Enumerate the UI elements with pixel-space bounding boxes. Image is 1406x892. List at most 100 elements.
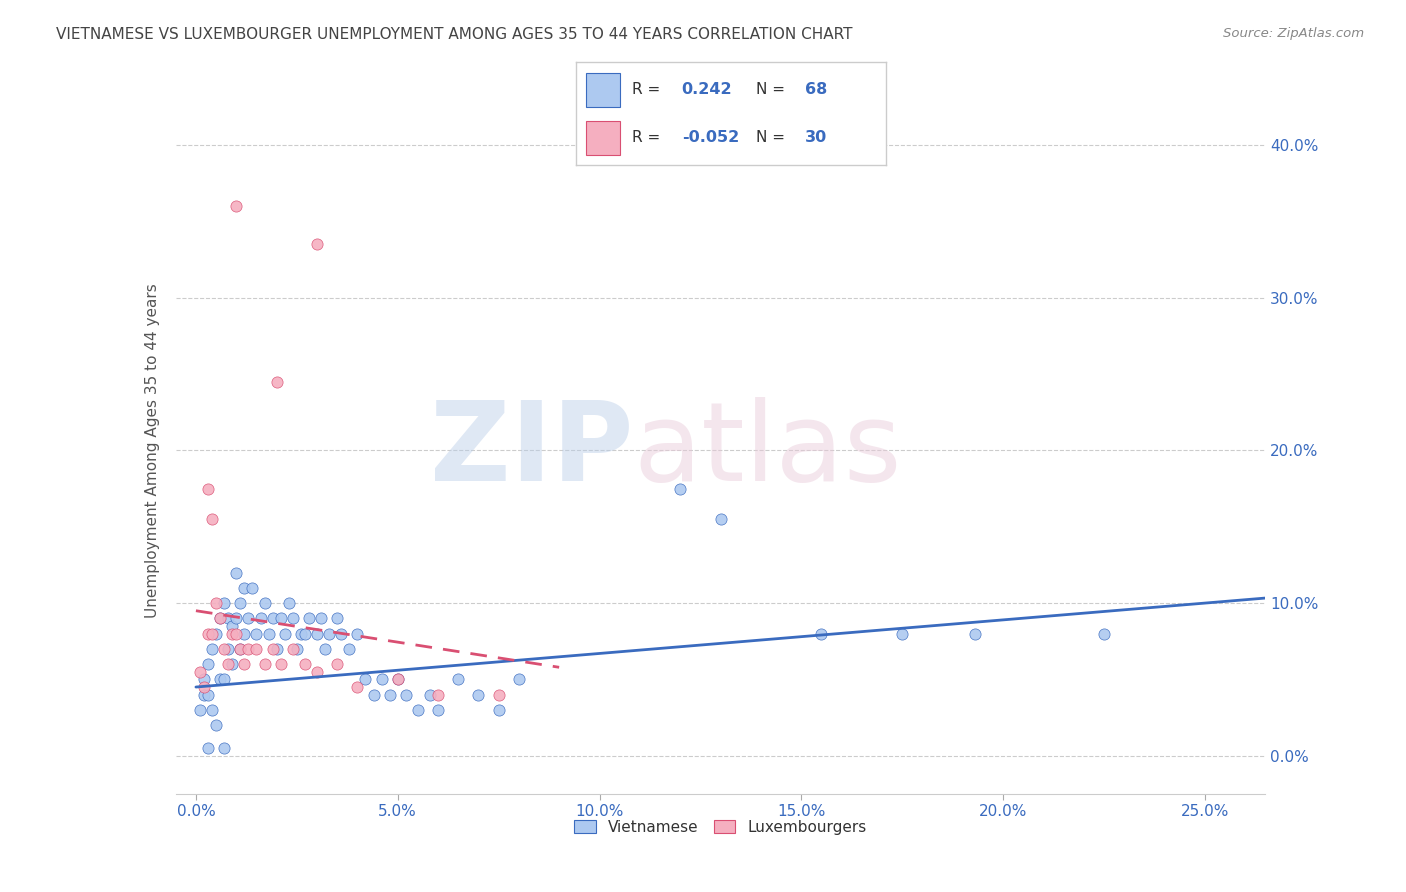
Point [238,641,260,656]
Point [225,626,247,640]
Point [229,641,252,656]
Point [212,673,235,687]
Point [419,688,441,702]
FancyBboxPatch shape [586,73,620,106]
Point [266,641,288,656]
Point [326,657,349,672]
Point [305,665,328,679]
Point [262,641,284,656]
Text: 0.242: 0.242 [682,82,733,97]
Text: atlas: atlas [633,397,901,504]
Point [209,611,232,625]
Point [193,688,215,702]
Point [337,641,360,656]
Point [253,596,276,610]
Point [810,626,832,640]
Point [197,741,219,756]
Point [253,657,276,672]
Legend: Vietnamese, Luxembourgers: Vietnamese, Luxembourgers [568,814,873,841]
Point [257,626,280,640]
Point [488,703,510,717]
Point [309,611,332,625]
Point [205,626,228,640]
Point [225,566,247,580]
Point [387,673,409,687]
Point [274,626,297,640]
Point [229,596,252,610]
Point [201,626,224,640]
Point [197,657,219,672]
Point [370,673,392,687]
Point [238,611,260,625]
Text: -0.052: -0.052 [682,130,740,145]
Point [221,619,243,633]
Point [326,611,349,625]
Point [242,581,264,595]
Point [245,626,267,640]
Text: N =: N = [756,130,790,145]
Text: VIETNAMESE VS LUXEMBOURGER UNEMPLOYMENT AMONG AGES 35 TO 44 YEARS CORRELATION CH: VIETNAMESE VS LUXEMBOURGER UNEMPLOYMENT … [56,27,853,42]
Y-axis label: Unemployment Among Ages 35 to 44 years: Unemployment Among Ages 35 to 44 years [145,283,160,618]
Text: R =: R = [633,82,665,97]
Point [212,596,235,610]
Point [285,641,308,656]
Text: N =: N = [756,82,790,97]
Point [281,641,304,656]
Point [197,482,219,496]
Point [212,641,235,656]
Point [298,611,321,625]
Point [363,688,385,702]
Point [354,673,377,687]
Point [277,596,299,610]
Point [221,626,243,640]
Point [209,611,232,625]
Point [209,673,232,687]
Point [188,665,211,679]
Point [197,688,219,702]
Point [314,641,336,656]
Point [266,375,288,389]
Point [233,657,256,672]
Point [447,673,470,687]
Point [346,680,368,694]
Point [193,680,215,694]
Point [318,626,340,640]
Point [1092,626,1115,640]
Point [217,611,239,625]
Point [217,657,239,672]
Point [201,641,224,656]
Point [229,641,252,656]
Text: Source: ZipAtlas.com: Source: ZipAtlas.com [1223,27,1364,40]
Point [201,703,224,717]
Point [710,512,733,526]
Point [427,703,450,717]
Point [262,611,284,625]
FancyBboxPatch shape [586,121,620,155]
Point [669,482,692,496]
Point [201,512,224,526]
Point [378,688,401,702]
Point [508,673,530,687]
Point [346,626,368,640]
Point [270,657,292,672]
Point [197,626,219,640]
Point [205,718,228,732]
Point [330,626,353,640]
Point [249,611,271,625]
Point [217,641,239,656]
Point [193,673,215,687]
Text: 30: 30 [806,130,828,145]
Point [294,626,316,640]
Point [305,626,328,640]
Point [233,626,256,640]
Point [225,611,247,625]
Point [488,688,510,702]
Point [281,611,304,625]
Point [205,596,228,610]
Point [233,581,256,595]
Point [188,703,211,717]
Point [294,657,316,672]
Point [406,703,429,717]
Point [270,611,292,625]
Point [467,688,489,702]
